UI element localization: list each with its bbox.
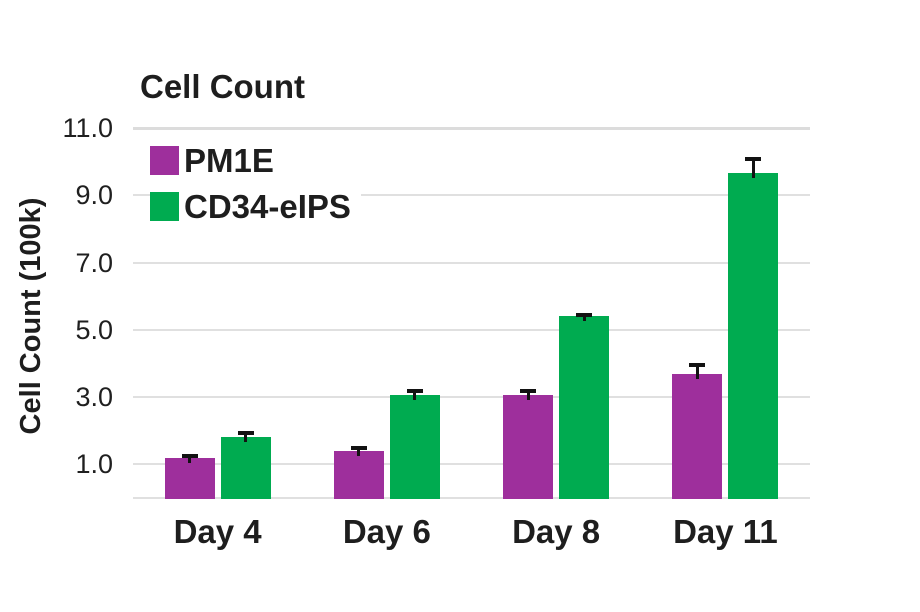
bar-cd34-eips-day-6[interactable] [389, 395, 440, 499]
error-bar-cap [406, 388, 423, 393]
gridline [133, 396, 810, 399]
legend-swatch-cd34-eips [150, 192, 179, 221]
y-tick-label: 1.0 [75, 449, 113, 480]
chart-title: Cell Count [140, 68, 305, 105]
error-bar-cap [520, 388, 537, 393]
error-bar-stem [244, 430, 248, 443]
gridline [133, 261, 810, 264]
x-axis-label: Day 11 [673, 513, 778, 550]
x-axis-baseline [133, 497, 810, 499]
gridline [133, 328, 810, 331]
bar-pm1e-day-4[interactable] [164, 457, 215, 499]
gridline [133, 463, 810, 466]
x-axis-label: Day 6 [342, 513, 431, 550]
error-bar-cap [745, 156, 762, 161]
legend-item-cd34-eips[interactable]: CD34-eIPS [150, 190, 361, 223]
gridline [133, 194, 810, 197]
error-bar-cap [689, 363, 706, 368]
error-bar-stem [357, 445, 361, 456]
y-tick-label: 5.0 [75, 314, 113, 345]
legend-swatch-pm1e [150, 146, 179, 175]
error-bar-stem [751, 156, 755, 179]
error-bar-stem [695, 363, 699, 379]
bar-cd34-eips-day-4[interactable] [220, 437, 271, 499]
bar-cd34-eips-day-11[interactable] [728, 173, 779, 499]
error-bar-cap [181, 454, 198, 459]
bar-pm1e-day-11[interactable] [672, 373, 723, 499]
legend: PM1E CD34-eIPS [150, 144, 361, 223]
bar-pm1e-day-8[interactable] [503, 395, 554, 499]
y-tick-label: 9.0 [75, 180, 113, 211]
y-tick-label: 3.0 [75, 382, 113, 413]
error-bar-cap [350, 445, 367, 450]
x-axis-label: Day 8 [512, 513, 601, 550]
y-tick-label: 11.0 [62, 113, 113, 143]
gridline [133, 127, 810, 130]
error-bar-cap [576, 313, 593, 317]
bar-pm1e-day-6[interactable] [333, 450, 384, 499]
bar-cd34-eips-day-8[interactable] [559, 316, 610, 499]
error-bar-stem [526, 388, 530, 401]
legend-label-cd34-eips: CD34-eIPS [184, 188, 351, 225]
error-bar-stem [582, 313, 586, 322]
y-tick-label: 7.0 [75, 247, 113, 278]
legend-label-pm1e: PM1E [184, 142, 274, 179]
error-bar-cap [237, 430, 254, 435]
error-bar-stem [413, 388, 417, 401]
x-axis-label: Day 4 [173, 513, 262, 550]
legend-item-pm1e[interactable]: PM1E [150, 144, 361, 177]
error-bar-stem [188, 454, 192, 463]
